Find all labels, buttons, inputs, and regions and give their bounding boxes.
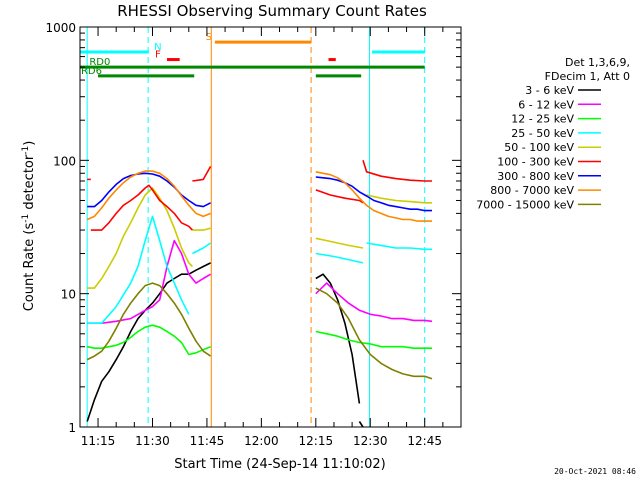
series-4-segment-1 xyxy=(192,227,211,231)
series-5-segment-1 xyxy=(90,184,193,231)
series-1-segment-0 xyxy=(87,239,212,325)
y-axis-label-sup2: -1 xyxy=(21,146,31,155)
legend-header-attenuator: FDecim 1, Att 0 xyxy=(545,70,630,83)
series-0-segment-2 xyxy=(358,421,364,428)
series-2-segment-0 xyxy=(87,324,211,356)
y-axis-label-main: Count Rate (s xyxy=(22,223,37,312)
x-tick-label-1: 11:30 xyxy=(135,434,170,448)
series-3-segment-0 xyxy=(87,215,190,325)
x-tick-label-6: 12:45 xyxy=(407,434,442,448)
series-0 xyxy=(86,262,364,428)
y-tick-label-3: 1000 xyxy=(45,21,76,35)
vertical-markers xyxy=(86,27,426,427)
series-8-segment-1 xyxy=(315,287,433,380)
series-5 xyxy=(87,160,432,231)
legend-entry-label-6: 300 - 800 keV xyxy=(497,170,574,183)
series-3-segment-1 xyxy=(192,242,212,255)
y-axis-label-mid: detector xyxy=(22,154,37,214)
y-axis-label-sup1: -1 xyxy=(21,214,31,223)
y-tick-label-1: 10 xyxy=(61,288,76,302)
x-tick-label-0: 11:15 xyxy=(81,434,116,448)
series-6-segment-0 xyxy=(87,172,211,208)
series-layer xyxy=(86,160,433,428)
series-6 xyxy=(87,172,432,212)
series-7 xyxy=(86,170,432,222)
series-3-segment-2 xyxy=(315,252,364,264)
series-6-segment-1 xyxy=(315,176,432,212)
legend-entry-label-1: 6 - 12 keV xyxy=(518,98,574,111)
series-1 xyxy=(87,239,433,325)
series-8 xyxy=(86,282,433,380)
legend-entry-label-4: 50 - 100 keV xyxy=(504,141,574,154)
series-4-segment-2 xyxy=(315,237,364,249)
legend: Det 1,3,6,9, FDecim 1, Att 0 3 - 6 keV6 … xyxy=(476,56,630,211)
flag-label-F: F xyxy=(155,50,161,61)
series-7-segment-1 xyxy=(315,171,432,222)
series-0-segment-1 xyxy=(315,273,361,404)
y-tick-label-2: 100 xyxy=(53,154,76,168)
series-5-segment-3 xyxy=(315,189,364,204)
flag-label-RD6: RD6 xyxy=(81,66,102,77)
x-axis-label: Start Time (24-Sep-14 11:10:02) xyxy=(174,457,385,472)
flag-label-RD0: RD0 xyxy=(89,57,110,68)
legend-entry-label-5: 100 - 300 keV xyxy=(497,156,574,169)
series-7-segment-0 xyxy=(86,170,211,221)
series-5-segment-2 xyxy=(192,166,212,182)
series-4 xyxy=(87,187,432,289)
x-tick-label-3: 12:00 xyxy=(244,434,279,448)
x-tick-label-4: 12:15 xyxy=(299,434,334,448)
flag-label-N: N xyxy=(154,42,161,53)
legend-entry-label-2: 12 - 25 keV xyxy=(511,113,574,126)
series-0-segment-0 xyxy=(86,262,211,422)
y-axis-label-end: ) xyxy=(22,141,37,146)
series-1-segment-1 xyxy=(315,282,433,323)
y-tick-label-0: 1 xyxy=(68,421,76,435)
timestamp: 20-Oct-2021 08:46 xyxy=(554,467,636,476)
legend-entry-label-3: 25 - 50 keV xyxy=(511,127,574,140)
series-8-segment-0 xyxy=(86,282,212,361)
series-2 xyxy=(87,324,432,356)
legend-entry-label-0: 3 - 6 keV xyxy=(525,84,574,97)
axes: 1 10 100 1000 11:15 11:30 11:45 12:00 12:15 12:30… xyxy=(45,21,462,448)
series-4-segment-3 xyxy=(366,194,432,204)
series-3 xyxy=(87,215,432,325)
legend-entry-label-7: 800 - 7000 keV xyxy=(490,184,574,197)
legend-header-detectors: Det 1,3,6,9, xyxy=(565,56,630,69)
y-axis-label: Count Rate (s-1 detector-1) xyxy=(21,141,37,312)
series-2-segment-1 xyxy=(315,330,432,350)
series-5-segment-4 xyxy=(362,160,432,182)
x-tick-label-5: 12:30 xyxy=(353,434,388,448)
plot-frame xyxy=(79,26,462,428)
legend-entry-label-8: 7000 - 15000 keV xyxy=(476,198,574,211)
chart-title: RHESSI Observing Summary Count Rates xyxy=(117,2,427,20)
x-tick-label-2: 11:45 xyxy=(190,434,225,448)
flag-label-S: S xyxy=(206,32,212,43)
series-3-segment-3 xyxy=(366,242,432,251)
series-4-segment-0 xyxy=(87,187,193,289)
